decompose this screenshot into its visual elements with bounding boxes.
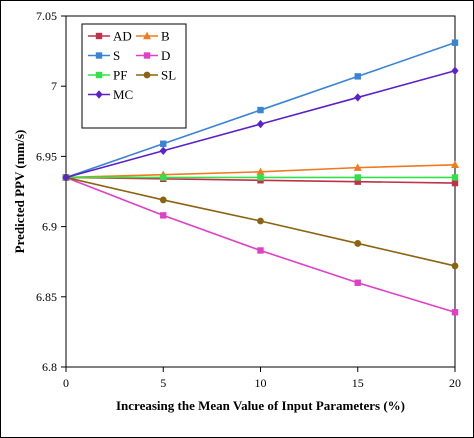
x-tick-label: 15 <box>352 376 364 390</box>
legend-marker <box>143 52 151 59</box>
data-point <box>354 178 361 185</box>
data-point <box>354 93 362 102</box>
legend-marker <box>95 90 103 99</box>
data-point <box>62 173 70 182</box>
legend-label: PF <box>113 68 127 83</box>
y-tick-label: 6.85 <box>36 290 57 304</box>
data-point <box>257 247 264 254</box>
legend-label: S <box>113 48 120 63</box>
data-point <box>257 106 264 114</box>
data-point <box>160 174 167 181</box>
data-point <box>256 119 265 129</box>
y-tick-label: 6.9 <box>42 220 57 234</box>
series-line <box>65 176 456 314</box>
legend-label: AD <box>113 29 132 44</box>
data-point <box>451 66 459 75</box>
data-point <box>257 174 264 181</box>
data-point <box>353 163 362 171</box>
legend-marker <box>143 71 151 79</box>
legend-item-d: D <box>136 48 170 63</box>
series-sl <box>62 174 459 270</box>
legend-marker <box>95 32 103 40</box>
data-point <box>451 39 459 46</box>
data-point <box>451 179 459 187</box>
legend-label: SL <box>161 68 176 83</box>
x-tick-label: 10 <box>255 376 267 390</box>
y-tick-label: 6.8 <box>42 360 57 374</box>
tick-labels: 6.8 6.85 6.9 6.95 7 7.05 0 5 10 15 20 <box>36 9 461 390</box>
y-tick-label: 7 <box>51 79 57 93</box>
data-point <box>451 174 459 181</box>
legend-item-sl: SL <box>136 68 176 83</box>
x-tick-label: 0 <box>63 376 69 390</box>
y-tick-label: 7.05 <box>36 9 57 23</box>
data-point <box>354 174 361 181</box>
data-point <box>159 146 167 155</box>
data-point <box>160 212 167 219</box>
legend-marker <box>95 52 103 59</box>
legend-item-ad: AD <box>88 29 132 44</box>
data-point <box>451 160 459 169</box>
data-point <box>354 240 362 247</box>
axes <box>61 15 456 372</box>
legend-marker <box>143 31 151 40</box>
x-tick-label: 20 <box>449 376 461 390</box>
x-tick-label: 5 <box>160 376 166 390</box>
legend-item-b: B <box>136 29 170 44</box>
series-layer <box>62 39 459 316</box>
legend-marker <box>95 71 103 79</box>
legend-item-s: S <box>88 48 120 63</box>
data-point <box>256 167 265 176</box>
data-point <box>354 73 361 80</box>
data-point <box>451 309 459 316</box>
y-tick-label: 6.95 <box>36 149 57 163</box>
legend-label: MC <box>113 87 133 102</box>
series-d <box>62 174 459 316</box>
series-mc <box>62 66 459 182</box>
y-axis-label: Predicted PPV (mm/s) <box>12 130 27 254</box>
data-point <box>160 140 167 147</box>
data-point <box>257 217 264 225</box>
legend-item-pf: PF <box>88 68 127 83</box>
data-point <box>354 279 361 286</box>
legend-item-mc: MC <box>88 87 133 102</box>
data-point <box>451 262 459 270</box>
data-point <box>159 196 167 204</box>
legend-label: B <box>161 29 170 44</box>
legend-label: D <box>161 48 170 63</box>
x-axis-label: Increasing the Mean Value of Input Param… <box>116 398 405 413</box>
legend: AD B S D PF SL MC <box>81 23 187 129</box>
